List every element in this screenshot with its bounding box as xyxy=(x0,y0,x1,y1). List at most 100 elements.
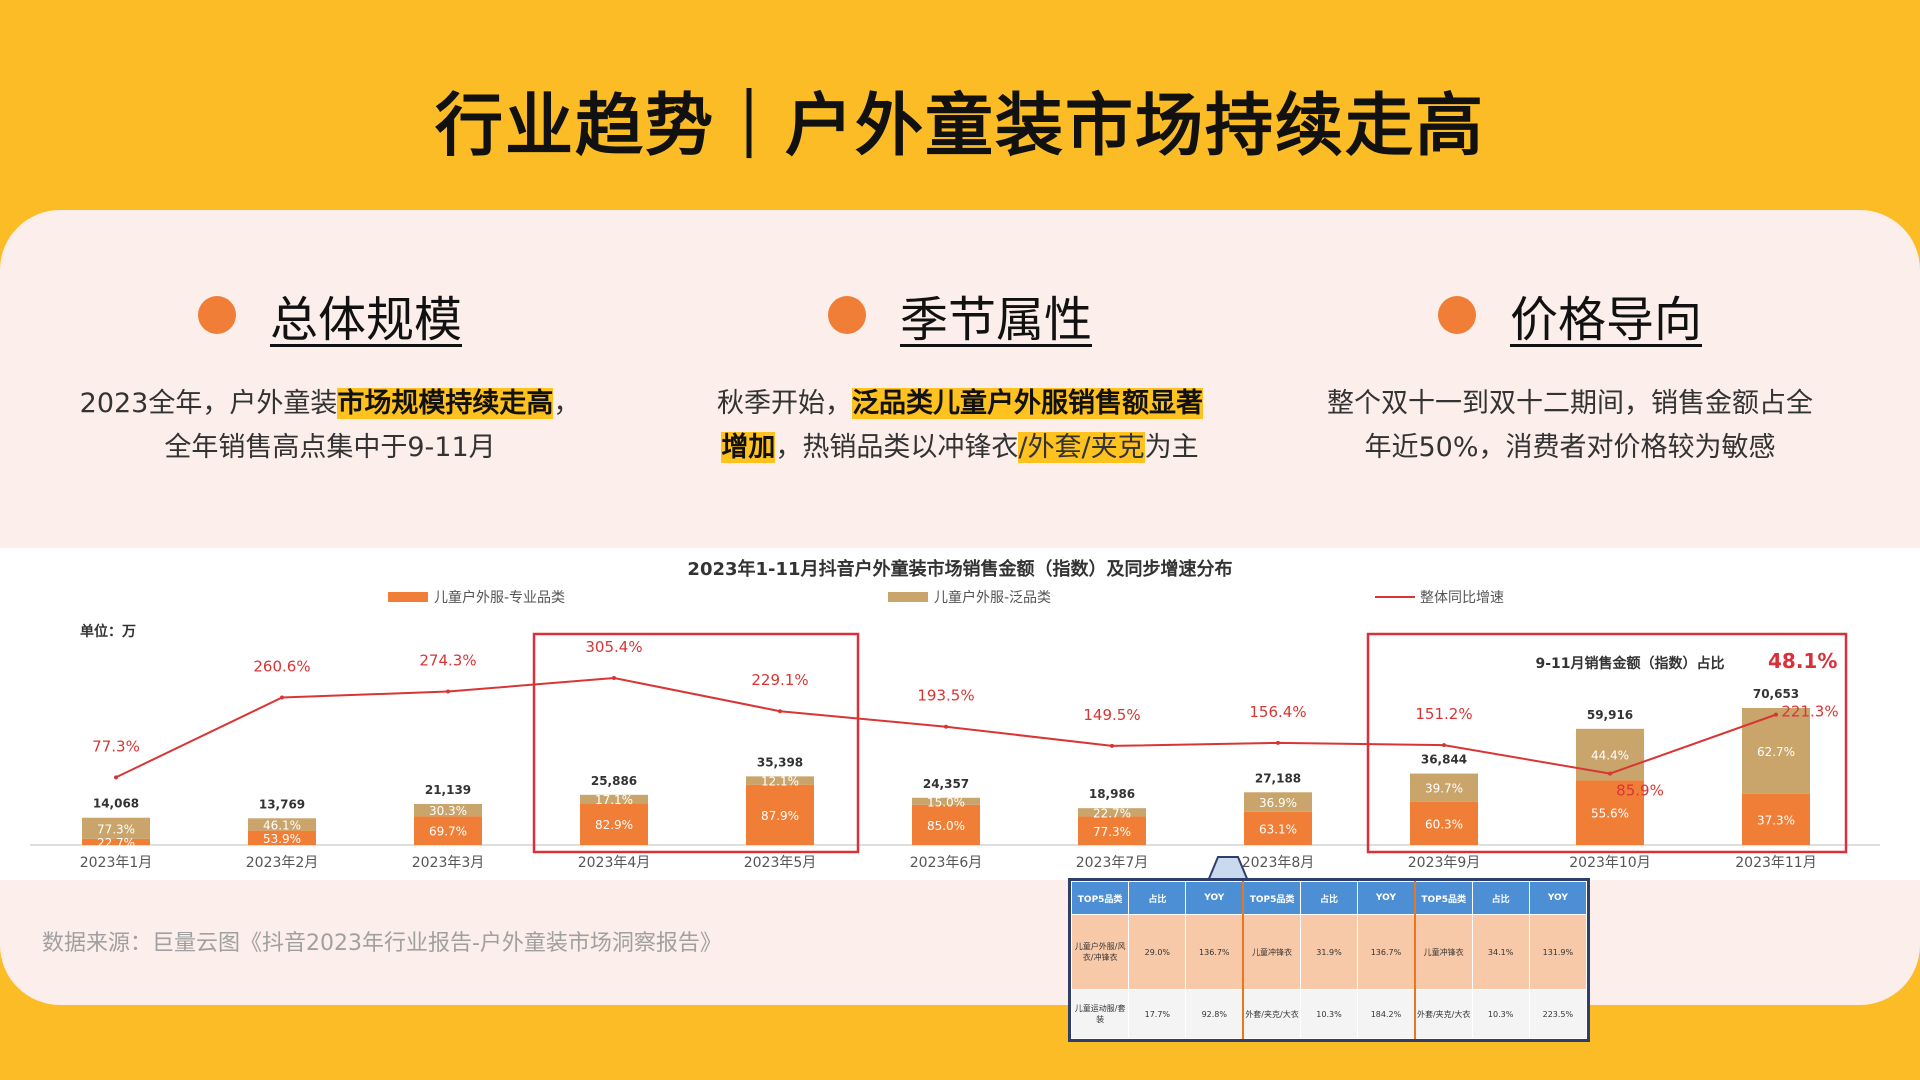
yoy-data-label: 149.5% xyxy=(1083,706,1140,724)
data-source: 数据来源：巨量云图《抖音2023年行业报告-户外童装市场洞察报告》 xyxy=(42,931,722,956)
yoy-data-label: 221.3% xyxy=(1781,703,1838,721)
x-tick-label: 2023年2月 xyxy=(246,855,319,871)
data-label-general: 17.1% xyxy=(595,793,633,807)
data-label-total: 36,844 xyxy=(1421,753,1467,767)
annotation-value: 48.1% xyxy=(1768,649,1837,673)
chart-title: 2023年1-11月抖音户外童装市场销售金额（指数）及同步增速分布 xyxy=(687,558,1232,580)
x-tick-label: 2023年10月 xyxy=(1569,855,1650,871)
data-label-general: 15.0% xyxy=(927,795,965,809)
data-label-total: 18,986 xyxy=(1089,787,1135,801)
yoy-data-label: 260.6% xyxy=(253,658,310,676)
data-label-general: 77.3% xyxy=(97,822,135,836)
legend-swatch-general xyxy=(888,592,928,602)
data-label-general: 30.3% xyxy=(429,804,467,818)
data-label-general: 44.4% xyxy=(1591,749,1629,763)
table-cell: 儿童冲锋衣 xyxy=(1242,914,1301,990)
pillar-description: 秋季开始，泛品类儿童户外服销售额显著 增加，热销品类以冲锋衣/外套/夹克为主 xyxy=(680,382,1240,470)
data-label-professional: 60.3% xyxy=(1425,817,1463,831)
text-segment: 整个双十一到双十二期间，销售金额占全 xyxy=(1327,388,1813,419)
yoy-point xyxy=(1608,771,1612,776)
data-label-total: 59,916 xyxy=(1587,708,1633,722)
yoy-point xyxy=(446,689,450,694)
bar-general xyxy=(82,817,150,839)
bar-general xyxy=(1244,792,1312,812)
yoy-point xyxy=(1774,712,1778,717)
data-label-professional: 63.1% xyxy=(1259,822,1297,836)
pillar-price: 价格导向 整个双十一到双十二期间，销售金额占全 年近50%，消费者对价格较为敏感 xyxy=(1290,280,1850,470)
bar-professional xyxy=(248,830,316,845)
yoy-data-label: 229.1% xyxy=(751,671,808,689)
yoy-point xyxy=(944,724,948,729)
legend-label-professional: 儿童户外服-专业品类 xyxy=(434,589,565,606)
yoy-point xyxy=(1110,743,1114,748)
highlighted-text: /外套/夹克 xyxy=(1018,432,1145,463)
yoy-data-label: 151.2% xyxy=(1415,705,1472,723)
table-row: 儿童户外服/风衣/冲锋衣 29.0% 136.7% 儿童冲锋衣 31.9% 13… xyxy=(1070,914,1588,990)
table-header: YOY xyxy=(1185,881,1244,915)
bar-professional xyxy=(1742,793,1810,845)
bar-professional xyxy=(1078,816,1146,845)
data-label-professional: 55.6% xyxy=(1591,807,1629,821)
table-cell: 136.7% xyxy=(1357,914,1416,990)
table-cell: 136.7% xyxy=(1185,914,1244,990)
data-label-general: 12.1% xyxy=(761,775,799,789)
x-tick-label: 2023年9月 xyxy=(1408,855,1481,871)
table-cell: 34.1% xyxy=(1471,914,1530,990)
page-title: 行业趋势｜户外童装市场持续走高 xyxy=(434,87,1485,166)
table-header: YOY xyxy=(1357,881,1416,915)
table-header: YOY xyxy=(1528,881,1588,915)
data-label-total: 70,653 xyxy=(1753,687,1799,701)
table-row: 儿童运动服/套装 17.7% 92.8% 外套/夹克/大衣 10.3% 184.… xyxy=(1070,989,1588,1039)
table-header: TOP5品类 xyxy=(1070,881,1130,915)
yoy-point xyxy=(114,775,118,780)
bar-general xyxy=(248,818,316,831)
table-cell: 10.3% xyxy=(1299,989,1359,1039)
yoy-data-label: 156.4% xyxy=(1249,703,1306,721)
x-tick-label: 2023年6月 xyxy=(910,855,983,871)
bar-professional xyxy=(82,838,150,845)
table-header: 占比 xyxy=(1128,881,1187,915)
text-segment: 全年销售高点集中于9-11月 xyxy=(164,432,496,463)
bar-professional xyxy=(414,816,482,845)
text-segment: 为主 xyxy=(1144,432,1199,463)
table-cell: 223.5% xyxy=(1528,989,1588,1039)
text-segment: 秋季开始， xyxy=(717,388,852,419)
pillar-title: 价格导向 xyxy=(1509,292,1702,348)
data-label-general: 46.1% xyxy=(263,818,301,832)
legend-swatch-professional xyxy=(388,592,428,602)
data-label-professional: 77.3% xyxy=(1093,825,1131,839)
data-label-general: 36.9% xyxy=(1259,796,1297,810)
yoy-point xyxy=(1276,740,1280,745)
bar-general xyxy=(414,804,482,817)
yoy-point xyxy=(1442,743,1446,748)
x-tick-label: 2023年11月 xyxy=(1735,855,1816,871)
bar-general xyxy=(746,776,814,785)
bar-professional xyxy=(1244,811,1312,845)
bar-professional xyxy=(580,803,648,845)
data-label-general: 22.7% xyxy=(1093,806,1131,820)
yoy-point xyxy=(280,695,284,700)
table-cell: 131.9% xyxy=(1528,914,1588,990)
data-label-total: 21,139 xyxy=(425,783,471,797)
unit-label: 单位：万 xyxy=(80,623,136,640)
yoy-data-label: 193.5% xyxy=(917,687,974,705)
pillar-title: 季节属性 xyxy=(899,292,1092,348)
table-cell: 10.3% xyxy=(1471,989,1530,1039)
table-cell: 外套/夹克/大衣 xyxy=(1242,989,1301,1039)
pillar-overall-scale: 总体规模 2023全年，户外童装市场规模持续走高， 全年销售高点集中于9-11月 xyxy=(50,280,610,470)
x-tick-label: 2023年1月 xyxy=(80,855,153,871)
data-label-professional: 22.7% xyxy=(97,836,135,850)
text-segment: 2023全年，户外童装 xyxy=(79,388,338,419)
table-cell: 184.2% xyxy=(1357,989,1416,1039)
data-label-professional: 53.9% xyxy=(263,832,301,846)
table-cell: 儿童户外服/风衣/冲锋衣 xyxy=(1070,914,1130,990)
highlighted-text: 市场规模持续走高 xyxy=(337,388,554,419)
bar-general xyxy=(1078,808,1146,817)
data-label-general: 62.7% xyxy=(1757,745,1795,759)
data-label-professional: 85.0% xyxy=(927,819,965,833)
annotation-text: 9-11月销售金额（指数）占比 xyxy=(1535,655,1724,672)
table-header: 占比 xyxy=(1299,881,1359,915)
table-cell: 外套/夹克/大衣 xyxy=(1413,989,1473,1039)
data-label-general: 39.7% xyxy=(1425,782,1463,796)
x-tick-label: 2023年8月 xyxy=(1242,855,1315,871)
